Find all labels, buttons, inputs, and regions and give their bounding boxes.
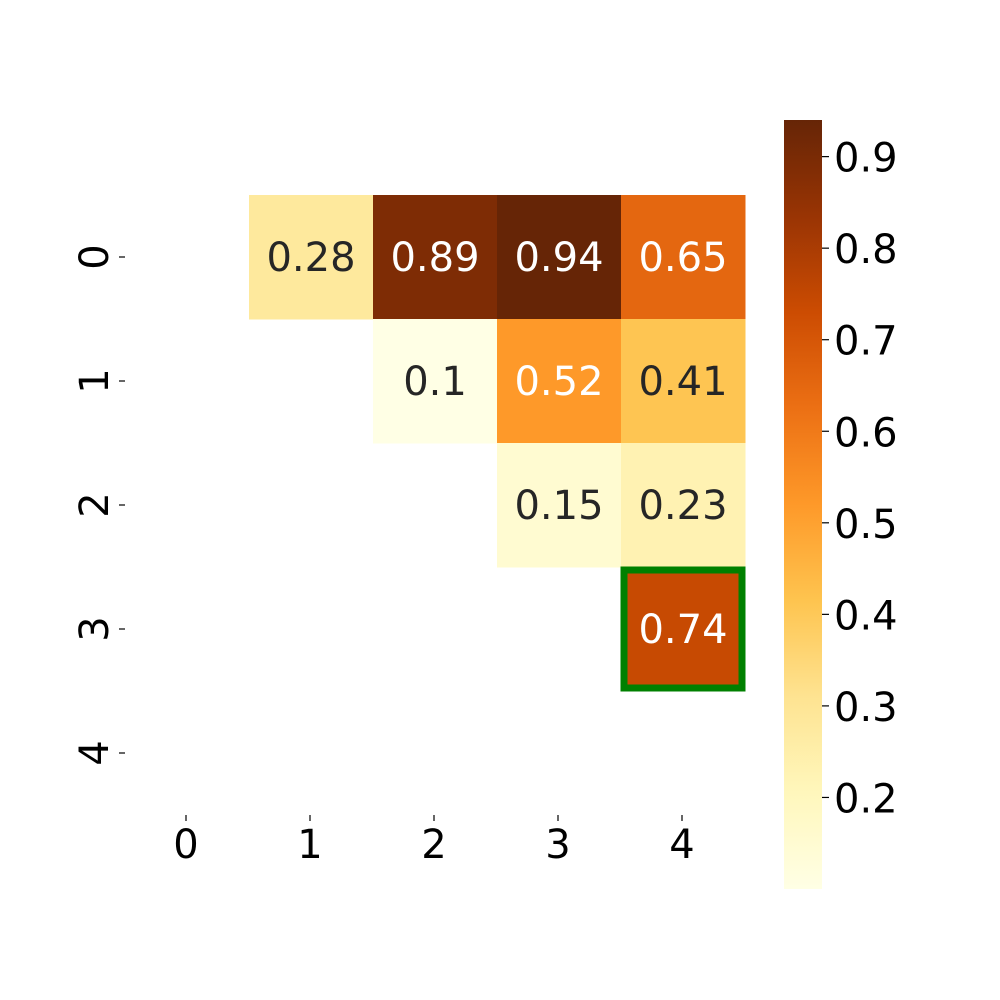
colorbar-gradient bbox=[784, 120, 822, 889]
colorbar-tick-label: 0.3 bbox=[834, 685, 898, 731]
cell-value-label: 0.1 bbox=[403, 359, 467, 405]
x-tick-label: 1 bbox=[297, 822, 322, 868]
cell-value-label: 0.52 bbox=[514, 359, 603, 405]
heatmap-cell-r0-c1 bbox=[249, 195, 374, 320]
heatmap-cell-labels: 0.28 0.89 0.94 0.65 0.1 0.52 0.41 0.15 0.23 0.74 bbox=[266, 235, 727, 653]
heatmap-cells bbox=[249, 195, 746, 692]
y-tick-label: 2 bbox=[72, 492, 118, 517]
cell-value-label: 0.65 bbox=[638, 235, 727, 281]
cell-value-label: 0.74 bbox=[638, 607, 727, 653]
colorbar-tick-label: 0.5 bbox=[834, 502, 898, 548]
cell-value-label: 0.15 bbox=[514, 483, 603, 529]
cell-value-label: 0.89 bbox=[390, 235, 479, 281]
x-tick-label: 2 bbox=[421, 822, 446, 868]
y-tick-label: 4 bbox=[72, 740, 118, 765]
cell-value-label: 0.41 bbox=[638, 359, 727, 405]
heatmap-cell-r2-c4 bbox=[621, 443, 746, 568]
colorbar-tick-label: 0.2 bbox=[834, 776, 898, 822]
cell-value-label: 0.28 bbox=[266, 235, 355, 281]
colorbar-tick-label: 0.4 bbox=[834, 593, 898, 639]
x-tick-label: 3 bbox=[545, 822, 570, 868]
cell-value-label: 0.94 bbox=[514, 235, 603, 281]
colorbar-tick-label: 0.7 bbox=[834, 319, 898, 365]
cell-value-label: 0.23 bbox=[638, 483, 727, 529]
heatmap-cell-r1-c3 bbox=[497, 319, 622, 444]
heatmap-cell-r3-c4 bbox=[621, 567, 746, 692]
heatmap-cell-r1-c4 bbox=[621, 319, 746, 444]
heatmap-cell-r0-c3 bbox=[497, 195, 622, 320]
highlight-box-layer bbox=[620, 566, 746, 692]
colorbar-tick-label: 0.8 bbox=[834, 227, 898, 273]
y-axis: 0 1 2 3 4 bbox=[72, 244, 125, 766]
heatmap-cell-r0-c2 bbox=[373, 195, 498, 320]
colorbar: 0.2 0.3 0.4 0.5 0.6 0.7 0.8 0.9 bbox=[784, 120, 898, 889]
y-tick-label: 0 bbox=[72, 244, 118, 269]
colorbar-tick-label: 0.6 bbox=[834, 410, 898, 456]
x-axis: 0 1 2 3 4 bbox=[173, 815, 695, 868]
highlight-box bbox=[620, 566, 746, 692]
heatmap-cell-r2-c3 bbox=[497, 443, 622, 568]
x-tick-label: 4 bbox=[669, 822, 694, 868]
colorbar-tick-label: 0.9 bbox=[834, 136, 898, 182]
y-tick-label: 3 bbox=[72, 616, 118, 641]
y-tick-label: 1 bbox=[72, 368, 118, 393]
heatmap-cell-r1-c2 bbox=[373, 319, 498, 444]
heatmap-cell-r0-c4 bbox=[621, 195, 746, 320]
x-tick-label: 0 bbox=[173, 822, 198, 868]
